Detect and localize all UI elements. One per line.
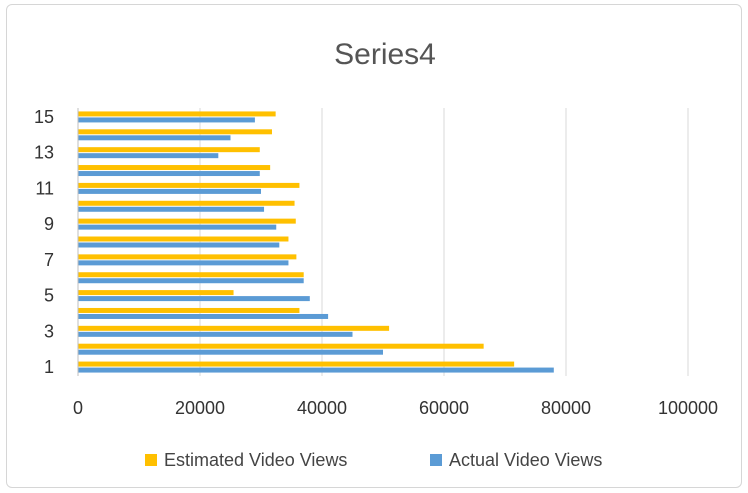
chart-title: Series4	[334, 38, 436, 71]
bar-actual-6	[78, 278, 304, 284]
y-tick-label: 11	[35, 178, 54, 198]
y-tick-label: 5	[44, 286, 54, 306]
bar-estimated-6	[78, 272, 304, 278]
x-tick-label: 100000	[658, 398, 718, 418]
bar-estimated-8	[78, 236, 289, 242]
bar-estimated-1	[78, 361, 515, 367]
bar-actual-13	[78, 153, 219, 159]
bar-actual-7	[78, 260, 289, 266]
bars	[78, 111, 554, 373]
bar-actual-4	[78, 313, 329, 319]
bar-estimated-4	[78, 307, 300, 313]
bar-actual-3	[78, 331, 353, 337]
legend-swatch-actual	[430, 454, 442, 466]
bar-estimated-15	[78, 111, 276, 117]
bar-estimated-13	[78, 147, 260, 153]
bar-estimated-11	[78, 182, 300, 188]
bar-actual-12	[78, 171, 260, 177]
x-tick-label: 80000	[541, 398, 591, 418]
y-tick-label: 9	[44, 214, 54, 234]
y-tick-label: 3	[44, 321, 54, 341]
bar-actual-15	[78, 117, 255, 123]
bar-estimated-2	[78, 343, 484, 349]
legend-label-actual: Actual Video Views	[449, 450, 602, 470]
bar-actual-5	[78, 296, 310, 302]
bar-estimated-7	[78, 254, 297, 260]
bar-actual-2	[78, 349, 383, 355]
legend: Estimated Video Views Actual Video Views	[145, 450, 602, 470]
bar-estimated-12	[78, 165, 271, 171]
x-tick-label: 60000	[419, 398, 469, 418]
gridlines	[199, 108, 689, 376]
legend-swatch-estimated	[145, 454, 157, 466]
x-tick-labels: 0 20000 40000 60000 80000 100000	[73, 398, 718, 418]
bar-estimated-14	[78, 129, 272, 135]
bar-estimated-9	[78, 218, 296, 224]
bar-actual-11	[78, 188, 261, 194]
y-tick-label: 1	[44, 357, 54, 377]
x-tick-label: 20000	[175, 398, 225, 418]
y-tick-label: 13	[34, 143, 54, 163]
bar-actual-9	[78, 224, 277, 230]
y-tick-label: 15	[34, 107, 54, 127]
x-tick-label: 0	[73, 398, 83, 418]
bar-actual-1	[78, 367, 554, 373]
bar-actual-14	[78, 135, 231, 141]
bar-actual-10	[78, 206, 265, 212]
bar-estimated-10	[78, 200, 295, 206]
bar-estimated-5	[78, 290, 234, 296]
legend-label-estimated: Estimated Video Views	[164, 450, 347, 470]
bar-estimated-3	[78, 325, 390, 331]
bar-actual-8	[78, 242, 280, 248]
y-tick-label: 7	[44, 250, 54, 270]
x-tick-label: 40000	[297, 398, 347, 418]
